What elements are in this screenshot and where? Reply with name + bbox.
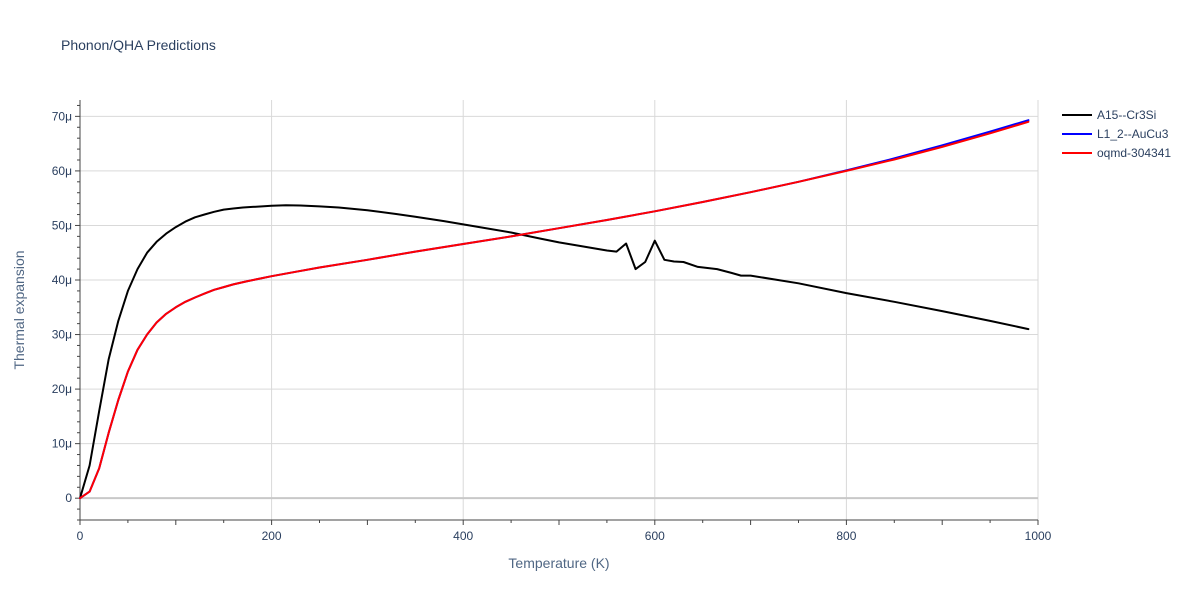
series-line-oqmd-304341 [79,120,1030,500]
y-tick-label: 30μ [52,328,72,342]
y-tick-label: 50μ [52,218,72,232]
legend-item: A15--Cr3Si [1062,108,1156,122]
legend-item: L1_2--AuCu3 [1062,127,1169,141]
x-tick-label: 200 [262,529,282,543]
x-axis-title: Temperature (K) [508,555,609,571]
legend-label: A15--Cr3Si [1097,108,1156,122]
x-tick-label: 800 [836,529,856,543]
plot-area [79,119,1030,500]
series-line-a15-cr3si [79,204,1030,500]
axes: 0 200 400 600 800 1000 0 10μ 20μ 30μ 40μ 50μ 60μ 70μ [52,100,1052,543]
chart-title: Phonon/QHA Predictions [61,37,216,53]
y-tick-label: 70μ [52,109,72,123]
y-tick-label: 0 [65,491,72,505]
x-tick-label: 1000 [1025,529,1052,543]
y-tick-label: 60μ [52,164,72,178]
gridlines [80,100,1039,520]
series-line-l1-2-aucu3 [79,119,1030,500]
legend-label: L1_2--AuCu3 [1097,127,1169,141]
y-axis-title: Thermal expansion [11,250,27,369]
y-tick-label: 10μ [52,437,72,451]
x-tick-label: 600 [645,529,665,543]
x-tick-label: 400 [453,529,473,543]
legend-label: oqmd-304341 [1097,146,1171,160]
legend-item: oqmd-304341 [1062,146,1171,160]
x-tick-label: 0 [77,529,84,543]
legend: A15--Cr3Si L1_2--AuCu3 oqmd-304341 [1062,108,1171,160]
y-tick-label: 20μ [52,382,72,396]
y-tick-label: 40μ [52,273,72,287]
